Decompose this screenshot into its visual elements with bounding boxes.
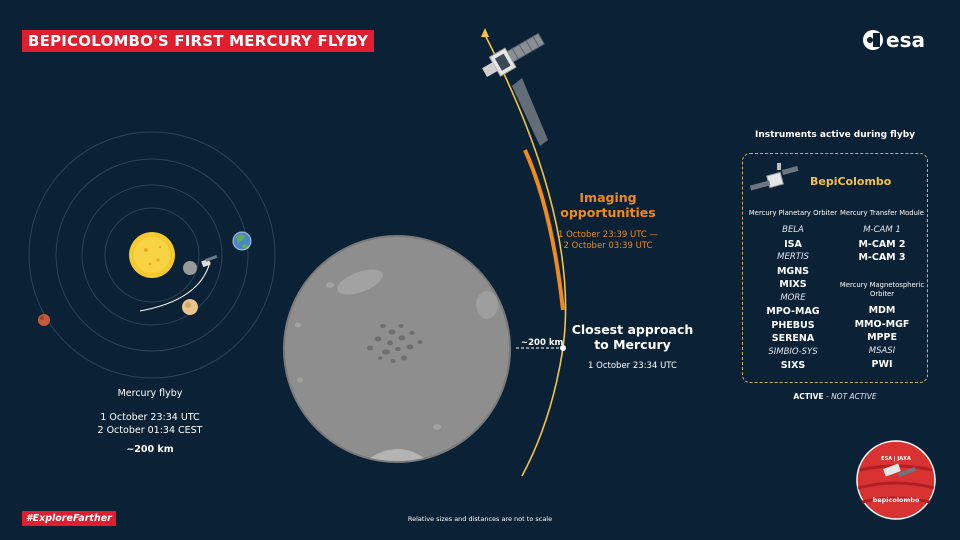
mtm-header: Mercury Transfer Module (840, 209, 924, 217)
imaging-label: Imaging opportunities (558, 190, 658, 220)
orbit-ring (104, 207, 200, 303)
instrument-item: M-CAM 3 (858, 252, 906, 263)
solar-system-diagram (28, 131, 276, 379)
closest-approach-line1: Closest approach (571, 322, 694, 337)
instrument-item: M-CAM 1 (863, 225, 901, 235)
closest-approach-marker (560, 345, 566, 351)
patch-name: bepicolombo (872, 496, 920, 504)
legend-inactive: NOT ACTIVE (831, 392, 877, 401)
flyby-time-cest: 2 October 01:34 CEST (97, 425, 203, 436)
instrument-item: SIXS (780, 360, 806, 371)
instrument-item: SERENA (771, 333, 815, 344)
instrument-item: MGNS (776, 265, 810, 277)
instruments-legend: ACTIVE - NOT ACTIVE (742, 392, 928, 401)
imaging-title-line2: opportunities (560, 205, 656, 220)
flyby-time-utc: 1 October 23:34 UTC (100, 412, 200, 423)
closest-approach-label: Closest approach to Mercury (570, 322, 695, 352)
mpo-column: Mercury Planetary Orbiter BELA ISA MERTIS M… (746, 209, 840, 373)
mmo-header-line2: Orbiter (870, 290, 894, 298)
mmo-column: Mercury Magnetospheric Orbiter MDM MMO-MG… (838, 281, 926, 372)
imaging-time-line2: 2 October 03:39 UTC (563, 241, 653, 251)
patch-agencies: ESA | JAXA (881, 456, 911, 462)
bepicolombo-icon (749, 163, 799, 191)
mercury-small-icon (183, 261, 197, 275)
instrument-item: M-CAM 2 (858, 238, 906, 250)
closest-approach-distance: ~200 km (521, 338, 564, 348)
scale-footnote: Relative sizes and distances are not to … (407, 515, 553, 523)
solar-array-icon (512, 78, 548, 146)
instrument-item: PWI (871, 359, 893, 370)
spacecraft-large-icon (482, 32, 545, 77)
instrument-item: MPO-MAG (766, 306, 820, 317)
imaging-title-line1: Imaging (579, 190, 637, 205)
instruments-panel-title: Instruments active during flyby (754, 130, 916, 140)
mtm-column: Mercury Transfer Module M-CAM 1 M-CAM 2 M-… (838, 209, 926, 265)
mission-patch: ESA | JAXA bepicolombo (856, 440, 936, 520)
spacecraft-name: BepiColombo (810, 175, 892, 188)
mmo-header-line1: Mercury Magnetospheric (839, 281, 925, 289)
instrument-item: MSASI (868, 345, 896, 356)
esa-logo: esa (862, 28, 938, 54)
legend-separator: - (825, 392, 829, 401)
mpo-header: Mercury Planetary Orbiter (748, 209, 838, 217)
orbit-ring (81, 184, 223, 326)
direction-arrow-icon (481, 28, 489, 37)
instrument-item: MMO-MGF (854, 318, 910, 330)
mission-patch-icon (856, 440, 936, 520)
page-title: BEPICOLOMBO'S FIRST MERCURY FLYBY (22, 30, 375, 52)
instrument-item: BELA (782, 225, 804, 235)
outer-orbit-ring (28, 131, 276, 379)
instrument-item: MORE (780, 292, 806, 303)
imaging-time: 1 October 23:39 UTC — 2 October 03:39 UT… (548, 230, 668, 252)
mercury-planet (283, 235, 511, 463)
trajectory-path (139, 261, 211, 312)
mars-icon (38, 314, 50, 326)
instruments-panel (742, 153, 928, 383)
spacecraft-small-icon (201, 255, 218, 268)
instrument-item: MERTIS (777, 252, 809, 262)
legend-active: ACTIVE (793, 392, 824, 401)
instrument-item: ISA (784, 238, 802, 250)
instrument-item: PHEBUS (771, 319, 815, 331)
closest-approach-line2: to Mercury (594, 337, 671, 352)
imaging-arc (523, 149, 565, 311)
esa-logo-icon (863, 30, 883, 50)
imaging-time-line1: 1 October 23:39 UTC — (557, 230, 659, 240)
instrument-item: MDM (868, 305, 896, 316)
instrument-item: MPPE (867, 332, 897, 343)
esa-logo-text: esa (886, 28, 925, 52)
flyby-caption: Mercury flyby (117, 388, 183, 399)
instrument-item: SIMBIO-SYS (768, 346, 818, 357)
flyby-distance: ~200 km (126, 444, 174, 455)
flyby-trajectory (481, 28, 567, 477)
closest-approach-time: 1 October 23:34 UTC (588, 361, 677, 371)
hashtag[interactable]: #ExploreFarther (22, 511, 116, 526)
orbit-ring (55, 158, 249, 352)
instrument-item: MIXS (779, 279, 807, 290)
